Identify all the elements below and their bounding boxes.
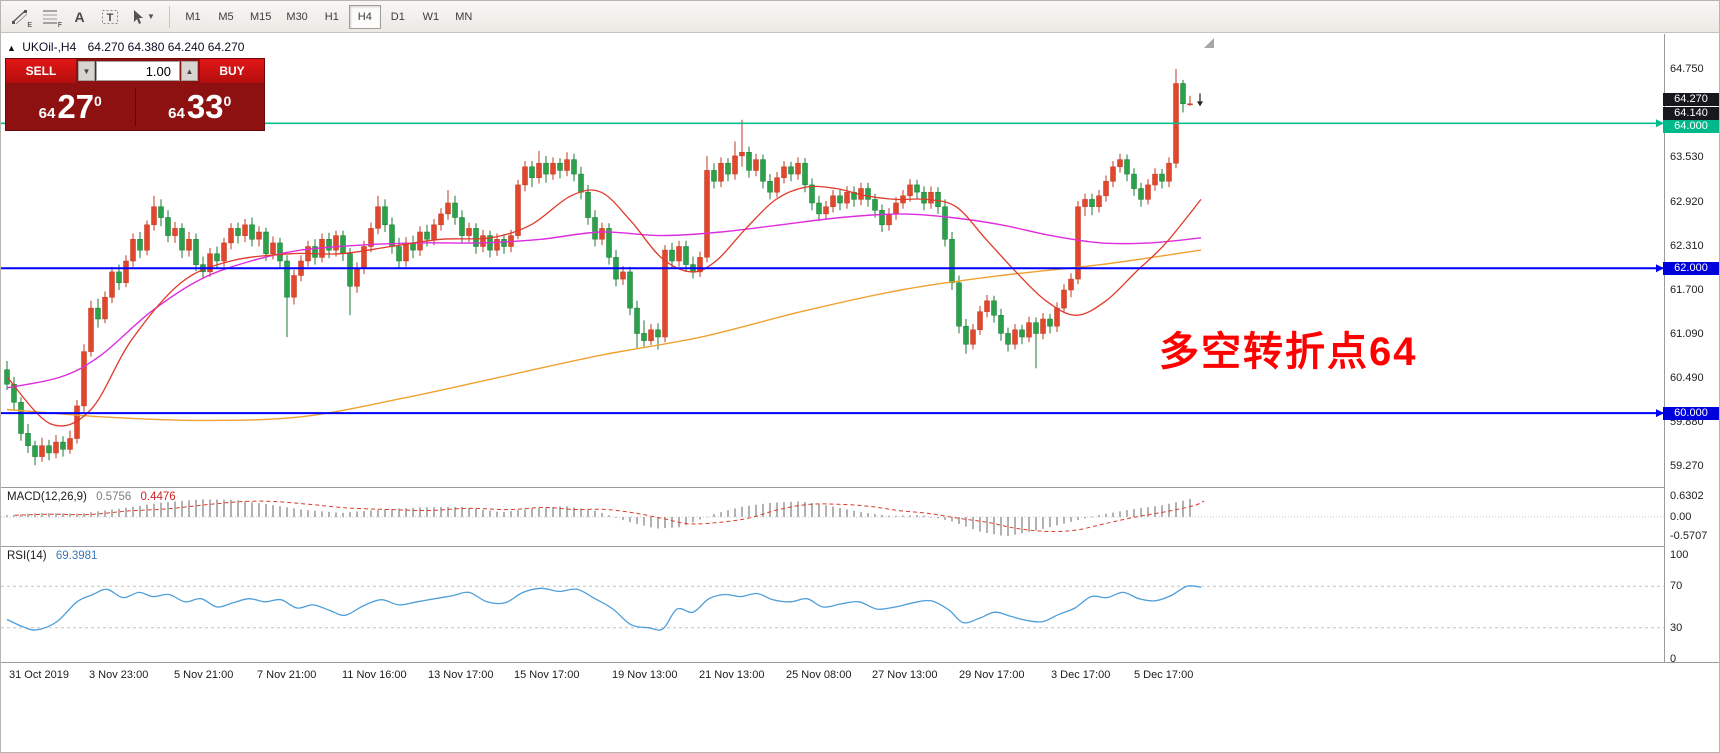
price-tag: 64.140	[1663, 106, 1719, 120]
sell-price-main: 27	[57, 88, 95, 125]
timeframe-button-m15[interactable]: M15	[250, 10, 272, 23]
text-label-button[interactable]: A	[74, 8, 85, 25]
chart-annotation: 多空转折点64	[1159, 330, 1418, 374]
buy-price-main: 33	[186, 88, 224, 125]
price-tick-label: 0.6302	[1670, 489, 1704, 502]
draw-trendline-button[interactable]: E	[5, 4, 34, 30]
volume-increase-button[interactable]: ▲	[181, 61, 198, 81]
volume-input[interactable]: 1.00	[96, 61, 180, 81]
time-label: 7 Nov 21:00	[257, 669, 317, 681]
buy-price-display[interactable]: 64 33 0	[136, 90, 265, 123]
macd-label: MACD(12,26,9) 0.5756 0.4476	[7, 491, 176, 503]
timeframe-toolbar: M1 M5 M15 M30 H1 H4 D1 W1 MN	[177, 4, 481, 29]
sell-price-display[interactable]: 64 27 0	[6, 90, 135, 123]
cursor-arrow-icon	[134, 9, 144, 24]
time-label: 5 Dec 17:00	[1134, 669, 1194, 681]
buy-button[interactable]: BUY	[200, 59, 264, 83]
toolbar: E F A T ▼ M1 M5 M15 M30 H1 H4 D1 W1 MN	[1, 1, 1719, 33]
ohlc-values: 64.270 64.380 64.240 64.270	[87, 40, 245, 54]
time-label: 31 Oct 2019	[9, 669, 69, 681]
price-tick-label: 70	[1670, 580, 1683, 593]
time-label: 29 Nov 17:00	[959, 669, 1025, 681]
chart-window: ▲ UKOil-,H4 64.270 64.380 64.240 64.270 …	[1, 34, 1719, 687]
price-tick-label: 30	[1670, 621, 1683, 634]
tool-sub-label: F	[57, 21, 62, 29]
timeframe-button-m30[interactable]: M30	[286, 10, 308, 23]
time-label: 15 Nov 17:00	[514, 669, 580, 681]
toolbar-separator	[169, 5, 170, 28]
draw-trendline-icon	[11, 9, 27, 24]
timeframe-button-h1[interactable]: H1	[324, 10, 339, 23]
price-tick-label: 100	[1670, 549, 1689, 561]
macd-name: MACD(12,26,9)	[7, 491, 87, 503]
svg-text:T: T	[106, 12, 113, 24]
price-tick-label: -0.5707	[1670, 530, 1708, 543]
timeframe-button-d1[interactable]: D1	[390, 10, 405, 23]
price-tick-label: 60.490	[1670, 371, 1704, 384]
time-label: 11 Nov 16:00	[342, 669, 407, 681]
time-label: 25 Nov 08:00	[786, 669, 852, 681]
time-label: 19 Nov 13:00	[612, 669, 678, 681]
price-tick-label: 59.270	[1670, 460, 1704, 473]
time-label: 5 Nov 21:00	[174, 669, 234, 681]
cursor-tool-button[interactable]: ▼	[125, 4, 161, 30]
rsi-label: RSI(14) 69.3981	[7, 550, 97, 562]
panel-divider	[1, 546, 1719, 547]
one-click-trading-panel: SELL ▼ 1.00 ▲ BUY 64 27 0 64 33 0	[5, 58, 265, 131]
price-tick-label: 61.090	[1670, 328, 1704, 341]
time-label: 21 Nov 13:00	[699, 669, 765, 681]
price-tick-label: 61.700	[1670, 283, 1704, 296]
draw-fibonacci-icon	[42, 10, 57, 23]
volume-control: ▼ 1.00 ▲	[76, 59, 200, 83]
price-tag: 64.000	[1663, 119, 1719, 133]
volume-decrease-button[interactable]: ▼	[78, 61, 95, 81]
price-axis-border	[1664, 34, 1665, 662]
timeframe-button-w1[interactable]: W1	[422, 10, 440, 23]
symbol-period-label: UKOil-,H4	[22, 40, 77, 54]
rsi-panel-chart[interactable]	[1, 547, 1664, 662]
macd-main-value: 0.5756	[96, 491, 132, 503]
candlestick-chart[interactable]	[1, 34, 1664, 487]
price-axis[interactable]: 64.750 63.530 62.920 62.310 61.700 61.090 60.4…	[1663, 34, 1719, 665]
panel-divider	[1, 487, 1719, 488]
text-box-icon: T	[101, 9, 118, 24]
timeframe-button-m5[interactable]: M5	[218, 10, 234, 23]
chevron-down-icon: ▼	[147, 12, 155, 21]
price-tag: 64.270	[1663, 93, 1719, 107]
buy-price-sup: 0	[223, 93, 232, 109]
timeframe-button-mn[interactable]: MN	[455, 10, 473, 23]
price-tag: 60.000	[1663, 406, 1719, 420]
macd-panel-chart[interactable]	[1, 488, 1664, 546]
symbol-marker-icon: ▲	[7, 43, 16, 53]
sell-button[interactable]: SELL	[6, 59, 76, 83]
rsi-name: RSI(14)	[7, 550, 47, 562]
text-box-button[interactable]: T	[95, 4, 124, 30]
time-label: 3 Dec 17:00	[1051, 669, 1111, 681]
tool-sub-label: E	[27, 21, 32, 29]
buy-price-prefix: 64	[168, 105, 185, 122]
panel-divider	[1, 662, 1719, 663]
sell-price-prefix: 64	[38, 105, 56, 122]
price-tick-label: 62.310	[1670, 239, 1704, 252]
price-divider	[134, 87, 136, 126]
rsi-value: 69.3981	[55, 550, 98, 562]
price-tick-label: 0.00	[1670, 511, 1692, 523]
timeframe-button-m1[interactable]: M1	[185, 10, 201, 23]
chart-info-line: ▲ UKOil-,H4 64.270 64.380 64.240 64.270	[7, 40, 244, 54]
price-tick-label: 63.530	[1670, 151, 1704, 164]
time-label: 3 Nov 23:00	[89, 669, 149, 681]
time-label: 13 Nov 17:00	[428, 669, 494, 681]
sell-price-sup: 0	[94, 93, 102, 109]
draw-fibonacci-button[interactable]: F	[35, 4, 64, 30]
timeframe-button-h4[interactable]: H4	[348, 4, 381, 29]
price-tag: 62.000	[1663, 261, 1719, 275]
time-label: 27 Nov 13:00	[872, 669, 938, 681]
macd-signal-value: 0.4476	[140, 491, 176, 503]
price-tick-label: 62.920	[1670, 195, 1704, 208]
price-tick-label: 0	[1670, 653, 1677, 665]
price-tick-label: 64.750	[1670, 63, 1704, 75]
time-axis[interactable]: 31 Oct 2019 3 Nov 23:00 5 Nov 21:00 7 Nov 2…	[1, 663, 1664, 687]
